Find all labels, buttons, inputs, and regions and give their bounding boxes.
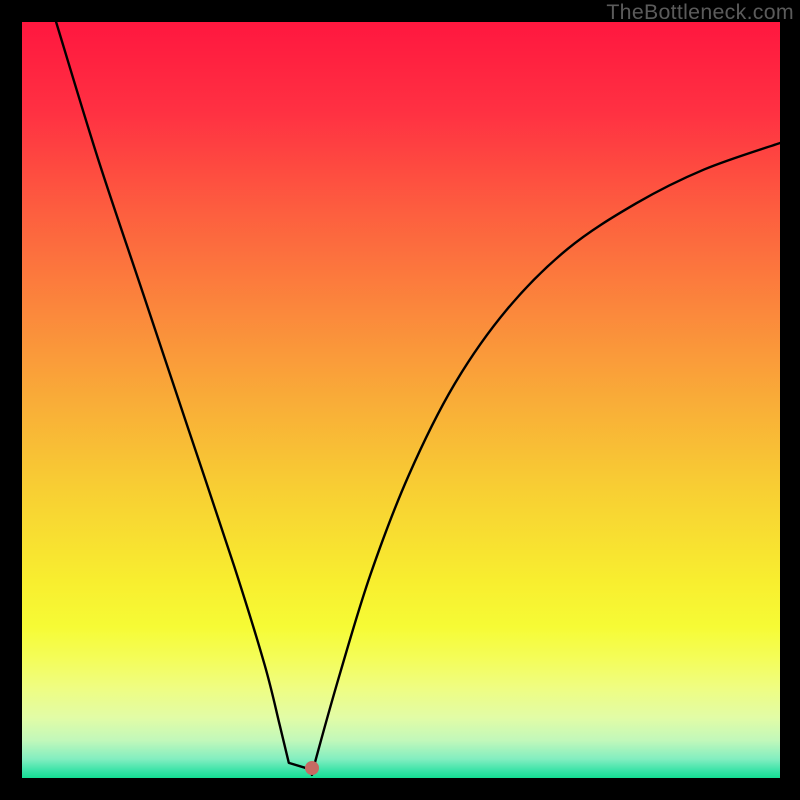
bottleneck-curve [22,22,780,778]
watermark-text: TheBottleneck.com [606,0,794,25]
optimal-point-marker [305,761,319,775]
plot-area [22,22,780,778]
